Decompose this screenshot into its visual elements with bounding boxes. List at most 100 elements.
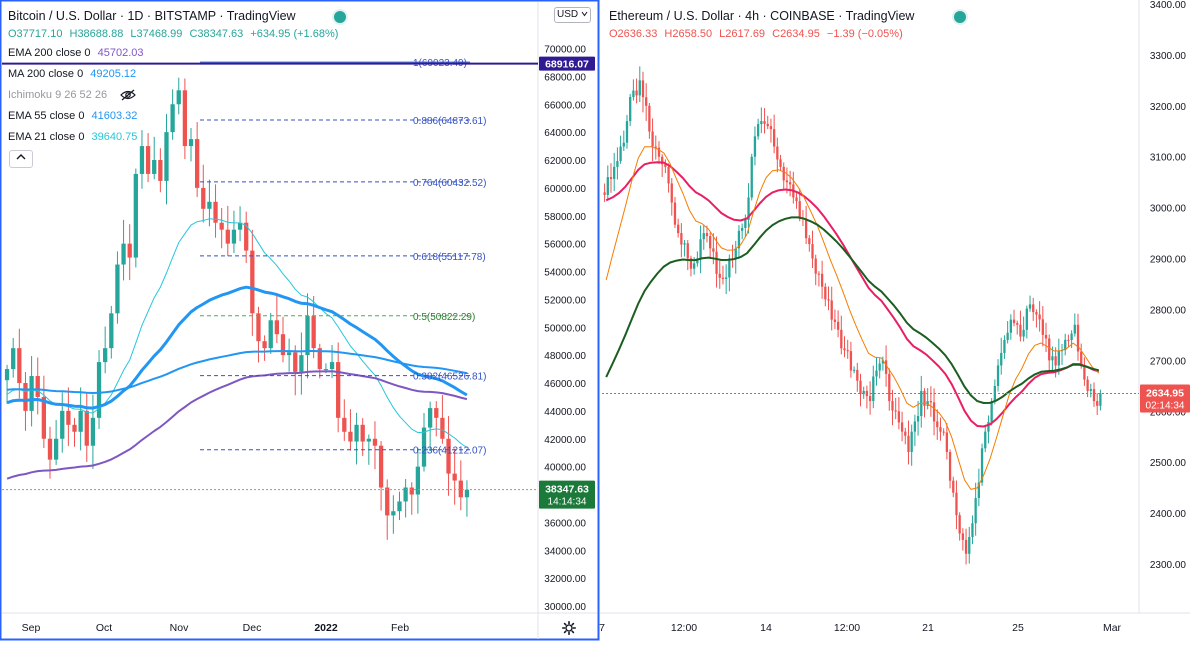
eth-candle-body bbox=[785, 180, 789, 183]
btc-x-tick-label: Nov bbox=[170, 622, 189, 634]
eth-candle-body bbox=[696, 258, 699, 264]
btc-high: H38688.88 bbox=[69, 28, 124, 40]
eth-candle-body bbox=[824, 286, 827, 300]
eth-candle-body bbox=[718, 273, 721, 278]
eth-candle-body bbox=[709, 236, 712, 249]
btc-candle-body bbox=[274, 320, 280, 335]
eth-candle-body bbox=[712, 248, 715, 252]
eth-candle-body bbox=[827, 299, 830, 301]
indicator-ema55[interactable]: EMA 55 close 0 41603.32 bbox=[8, 110, 137, 122]
btc-hline-price-label: 68916.07 bbox=[545, 59, 589, 71]
btc-y-tick-label: 34000.00 bbox=[544, 546, 586, 557]
btc-y-tick-label: 50000.00 bbox=[544, 323, 586, 334]
btc-market-status-icon[interactable] bbox=[332, 9, 348, 25]
btc-candle-body bbox=[170, 104, 175, 133]
eth-candle-body bbox=[849, 351, 853, 371]
indicator-ema21[interactable]: EMA 21 close 0 39640.75 bbox=[8, 131, 137, 143]
eth-candle-body bbox=[638, 80, 641, 96]
eth-candle-body bbox=[779, 159, 782, 167]
btc-candle-body bbox=[78, 410, 83, 432]
btc-candle-body bbox=[256, 313, 261, 342]
btc-candle-body bbox=[115, 264, 120, 314]
btc-candle-body bbox=[90, 417, 96, 446]
eth-candle-body bbox=[984, 431, 987, 449]
indicator-ema200[interactable]: EMA 200 close 0 45702.03 bbox=[8, 47, 144, 59]
indicator-ma200[interactable]: MA 200 close 0 49205.12 bbox=[8, 68, 136, 80]
eth-candle-body bbox=[689, 258, 693, 269]
eth-candle-body bbox=[606, 177, 609, 195]
eth-candle-body bbox=[677, 224, 680, 234]
eth-candle-body bbox=[1067, 339, 1070, 341]
btc-ohlc: O37717.10 H38688.88 L37468.99 C38347.63 … bbox=[8, 28, 342, 40]
eth-candle-body bbox=[616, 161, 619, 167]
eth-candle-body bbox=[840, 329, 843, 349]
eth-candle-body bbox=[740, 228, 744, 231]
eth-candle-body bbox=[734, 248, 737, 260]
btc-y-tick-label: 30000.00 bbox=[544, 602, 586, 613]
btc-candle-body bbox=[158, 160, 163, 181]
eth-candle-body bbox=[1054, 356, 1057, 366]
btc-candle-body bbox=[133, 173, 138, 258]
btc-y-tick-label: 68000.00 bbox=[544, 72, 586, 83]
btc-candle-body bbox=[103, 348, 108, 363]
eth-candle-body bbox=[795, 197, 798, 202]
eth-y-tick-label: 2900.00 bbox=[1150, 255, 1187, 266]
settings-gear-icon[interactable] bbox=[562, 621, 576, 635]
eth-candle-body bbox=[990, 401, 993, 422]
eye-hidden-icon[interactable] bbox=[120, 89, 136, 101]
eth-candle-body bbox=[769, 126, 773, 130]
eth-candle-body bbox=[629, 97, 632, 122]
eth-candle-body bbox=[782, 166, 785, 181]
btc-candle-body bbox=[391, 511, 396, 516]
eth-candle-body bbox=[603, 192, 606, 195]
btc-candle-body bbox=[231, 229, 237, 244]
eth-candle-body bbox=[904, 431, 907, 436]
eth-candle-body bbox=[1038, 314, 1041, 320]
eth-candle-body bbox=[923, 390, 926, 406]
eth-candle-body bbox=[907, 435, 910, 452]
eth-candle-body bbox=[1096, 401, 1099, 406]
btc-chart[interactable]: 1(69023.49)0.886(64873.61)0.764(60432.52… bbox=[0, 0, 600, 641]
eth-legend: Ethereum / U.S. Dollar · 4h · COINBASE ·… bbox=[609, 9, 914, 23]
eth-chart[interactable] bbox=[600, 0, 1190, 614]
collapse-legend-button[interactable] bbox=[9, 150, 33, 168]
eth-candle-body bbox=[987, 421, 990, 432]
eth-candle-body bbox=[705, 233, 709, 237]
btc-candle-body bbox=[11, 348, 16, 370]
btc-fib-level-label: 0.886(64873.61) bbox=[413, 116, 486, 127]
eth-candle-body bbox=[1089, 389, 1092, 391]
eth-close: C2634.95 bbox=[772, 28, 820, 40]
btc-change: +634.95 (+1.68%) bbox=[250, 28, 339, 40]
eth-candle-body bbox=[1012, 319, 1016, 324]
eth-ema-orange-line bbox=[605, 146, 1100, 490]
btc-candle-body bbox=[121, 243, 126, 265]
indicator-ichimoku[interactable]: Ichimoku 9 26 52 26 bbox=[8, 89, 136, 101]
btc-candle-body bbox=[72, 424, 77, 432]
eth-low: L2617.69 bbox=[719, 28, 766, 40]
eth-candle-body bbox=[955, 492, 958, 516]
eth-candle-body bbox=[958, 515, 961, 534]
eth-candle-body bbox=[699, 239, 702, 259]
eth-candle-body bbox=[1025, 308, 1028, 330]
price-axes[interactable]: 30000.0032000.0034000.0036000.0038000.00… bbox=[22, 0, 1190, 634]
eth-ema-red-line bbox=[605, 161, 1100, 428]
btc-candle-body bbox=[213, 201, 218, 223]
eth-candle-body bbox=[980, 448, 984, 483]
btc-candle-body bbox=[262, 341, 267, 349]
btc-legend: Bitcoin / U.S. Dollar · 1D · BITSTAMP · … bbox=[8, 9, 296, 23]
eth-candle-body bbox=[670, 183, 673, 203]
currency-select[interactable]: USD bbox=[554, 7, 591, 23]
btc-candle-body bbox=[127, 243, 132, 258]
eth-candle-body bbox=[1099, 393, 1102, 406]
btc-candle-body bbox=[109, 313, 114, 349]
eth-candle-body bbox=[661, 156, 664, 165]
eth-ema-green-line bbox=[605, 216, 1100, 404]
btc-candle-body bbox=[311, 316, 316, 349]
eth-candle-body bbox=[760, 121, 763, 125]
eth-candle-body bbox=[1022, 329, 1025, 337]
eth-market-status-icon[interactable] bbox=[952, 9, 968, 25]
indicator-name: EMA 21 close 0 bbox=[8, 131, 85, 143]
eth-candle-body bbox=[900, 422, 904, 432]
eth-ohlc: O2636.33 H2658.50 L2617.69 C2634.95 −1.3… bbox=[609, 28, 907, 40]
